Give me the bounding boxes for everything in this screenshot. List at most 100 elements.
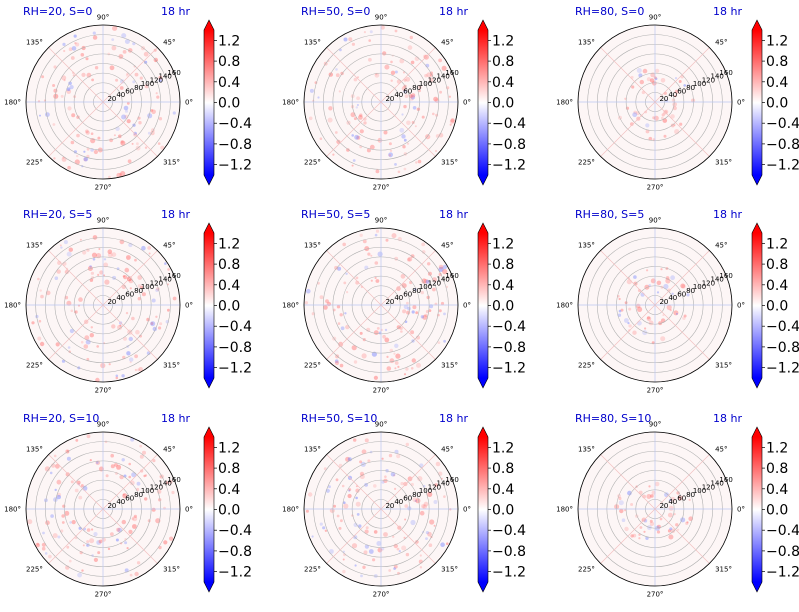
data-speckle [354, 564, 357, 567]
data-speckle [342, 242, 347, 247]
data-speckle [362, 239, 367, 244]
data-speckle [345, 272, 348, 275]
data-speckle [86, 544, 89, 547]
radial-tick-label: 20 [659, 95, 668, 103]
data-speckle [375, 279, 380, 283]
data-speckle [124, 109, 129, 113]
data-speckle [400, 481, 404, 486]
radial-tick-label: 160 [719, 69, 732, 77]
data-speckle [72, 71, 75, 75]
data-speckle [125, 311, 129, 315]
data-speckle [132, 80, 136, 84]
data-speckle [340, 326, 345, 331]
data-speckle [393, 564, 398, 569]
colorbar-tick-label: −0.8 [218, 544, 252, 560]
data-speckle [405, 442, 409, 447]
data-speckle [327, 117, 333, 123]
data-speckle [143, 474, 146, 478]
angular-tick-label: 270° [373, 591, 390, 599]
data-speckle [368, 549, 374, 554]
angular-tick-label: 135° [26, 241, 43, 249]
angular-tick-label: 315° [715, 159, 732, 167]
polar-frame [303, 227, 459, 383]
data-speckle [343, 37, 348, 42]
data-speckle [80, 340, 84, 344]
colorbar [204, 437, 214, 582]
data-speckle [52, 84, 56, 87]
data-speckle [394, 361, 399, 365]
data-speckle [393, 474, 396, 477]
data-speckle [423, 54, 427, 59]
data-speckle [308, 492, 313, 497]
data-speckle [64, 269, 69, 275]
data-speckle [424, 313, 428, 318]
data-speckle [104, 279, 110, 285]
data-speckle [67, 346, 71, 349]
data-speckle [63, 49, 66, 53]
data-speckle [306, 288, 311, 294]
data-speckle [57, 535, 61, 539]
data-speckle [433, 524, 436, 527]
radial-tick-label: 120 [702, 76, 715, 84]
angular-tick-label: 90° [97, 14, 109, 22]
radial-tick-label: 80 [134, 491, 143, 499]
data-speckle [390, 79, 393, 82]
colorbar [478, 30, 488, 175]
colorbar-extend-min [752, 378, 762, 388]
data-speckle [78, 495, 83, 500]
data-speckle [395, 353, 401, 359]
data-speckle [439, 90, 442, 94]
angular-gridline [600, 508, 656, 564]
data-speckle [364, 265, 369, 270]
data-speckle [660, 336, 666, 342]
data-speckle [75, 439, 79, 442]
data-speckle [403, 304, 409, 310]
data-speckle [39, 341, 45, 347]
data-speckle [126, 102, 130, 105]
time-label: 18 hr [439, 5, 468, 18]
data-speckle [667, 512, 673, 518]
radial-tick-label: 140 [711, 480, 724, 488]
data-speckle [123, 275, 128, 280]
angular-tick-label: 180° [282, 99, 299, 107]
colorbar-extend-max [752, 427, 762, 437]
data-speckle [134, 571, 139, 577]
data-speckle [159, 322, 163, 326]
data-speckle [90, 132, 94, 135]
radial-tick-label: 100 [419, 487, 432, 495]
data-speckle [649, 78, 655, 83]
data-speckle [69, 521, 72, 524]
data-speckle [57, 492, 62, 497]
radial-tick-label: 120 [150, 76, 163, 84]
angular-tick-label: 135° [26, 445, 43, 453]
angular-tick-label: 225° [304, 566, 321, 574]
data-speckle [356, 96, 360, 101]
data-speckle [107, 252, 113, 258]
radial-tick-label: 60 [125, 495, 134, 503]
data-speckle [638, 533, 641, 536]
angular-gridline [600, 101, 656, 157]
data-speckle [139, 444, 143, 448]
data-speckle [157, 489, 162, 494]
angular-gridline [600, 47, 656, 103]
colorbar-tick-label: −0.4 [492, 523, 526, 539]
data-speckle [69, 559, 72, 563]
data-speckle [127, 159, 132, 164]
data-speckle [410, 367, 414, 370]
data-speckle [76, 154, 79, 158]
data-speckle [396, 325, 401, 330]
colorbar-tick-label: −0.4 [492, 319, 526, 335]
data-speckle [675, 312, 678, 315]
data-speckle [353, 117, 357, 121]
angular-gridline [102, 304, 158, 360]
data-speckle [351, 345, 357, 351]
data-speckle [35, 542, 40, 548]
colorbar-tick-label: −1.2 [766, 158, 799, 174]
radial-tick-label: 40 [116, 294, 125, 302]
data-speckle [442, 269, 448, 275]
radial-tick-label: 160 [445, 476, 458, 484]
data-speckle [421, 115, 425, 119]
data-speckle [656, 291, 660, 294]
data-speckle [663, 134, 667, 138]
data-speckle [376, 541, 382, 546]
